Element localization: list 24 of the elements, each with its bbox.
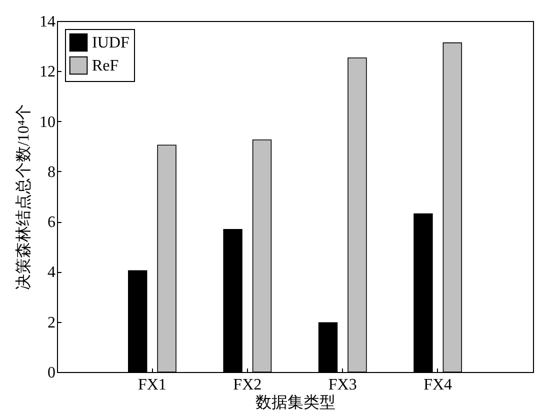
y-tick-label: 10 (40, 114, 56, 131)
y-tick-label: 12 (40, 64, 56, 81)
x-tick-label: FX2 (233, 376, 262, 394)
bar (348, 57, 367, 372)
y-tick-label: 2 (48, 314, 56, 332)
y-tick-label: 8 (48, 164, 56, 181)
y-tick-label: 0 (48, 364, 56, 382)
legend-label: ReF (92, 58, 119, 74)
legend-label: IUDF (92, 34, 130, 52)
bar (252, 139, 272, 372)
y-tick-label: 14 (40, 14, 56, 30)
bar (128, 270, 148, 372)
bar (223, 228, 242, 372)
bar (442, 42, 462, 372)
y-axis-title: 决策森林结点总个数/10⁴个 (14, 104, 32, 290)
bar (318, 322, 338, 372)
bar (414, 213, 433, 372)
y-tick-label: 6 (48, 214, 56, 232)
x-tick-label: FX4 (424, 376, 452, 394)
x-tick-label: FX3 (328, 376, 357, 394)
y-tick-label: 4 (48, 264, 56, 282)
bar (157, 144, 176, 372)
x-tick-label: FX1 (138, 376, 166, 394)
x-axis-title: 数据集类型 (256, 394, 336, 412)
